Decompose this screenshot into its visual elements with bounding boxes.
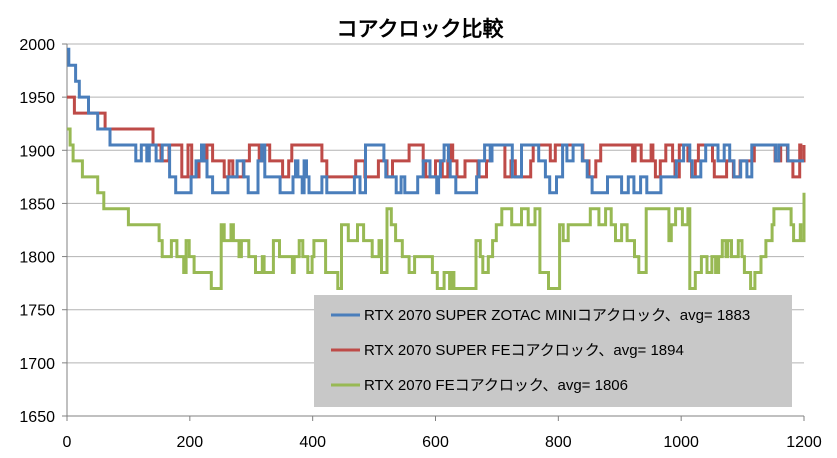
y-tick-label: 1700	[19, 356, 55, 373]
chart-title: コアクロック比較	[337, 17, 505, 41]
legend-entry-0: RTX 2070 SUPER ZOTAC MINIコアクロック、avg= 188…	[364, 307, 750, 324]
legend-box	[314, 295, 792, 407]
x-tick-label: 1200	[786, 434, 822, 451]
series-line-1	[67, 95, 806, 179]
y-tick-label: 1850	[19, 196, 55, 213]
legend-entry-1: RTX 2070 SUPER FEコアクロック、avg= 1894	[364, 342, 684, 359]
series-lines	[67, 47, 806, 290]
x-tick-label: 0	[63, 434, 72, 451]
x-tick-label: 1000	[663, 434, 699, 451]
y-tick-label: 1650	[19, 409, 55, 426]
series-line-2	[67, 127, 806, 290]
y-tick-label: 1900	[19, 143, 55, 160]
y-tick-label: 1750	[19, 303, 55, 320]
y-tick-label: 2000	[19, 37, 55, 54]
x-tick-label: 800	[545, 434, 572, 451]
axes: 1650 1700 1750 1800 1850 1900 1950 2000 0 200 400 6…	[19, 37, 821, 451]
y-tick-label: 1950	[19, 90, 55, 107]
x-tick-label: 400	[299, 434, 326, 451]
series-line-0	[67, 47, 804, 195]
x-tick-label: 200	[176, 434, 203, 451]
x-tick-label: 600	[422, 434, 449, 451]
legend: RTX 2070 SUPER ZOTAC MINIコアクロック、avg= 188…	[314, 295, 792, 407]
y-tick-label: 1800	[19, 250, 55, 267]
legend-entry-2: RTX 2070 FEコアクロック、avg= 1806	[364, 377, 628, 394]
